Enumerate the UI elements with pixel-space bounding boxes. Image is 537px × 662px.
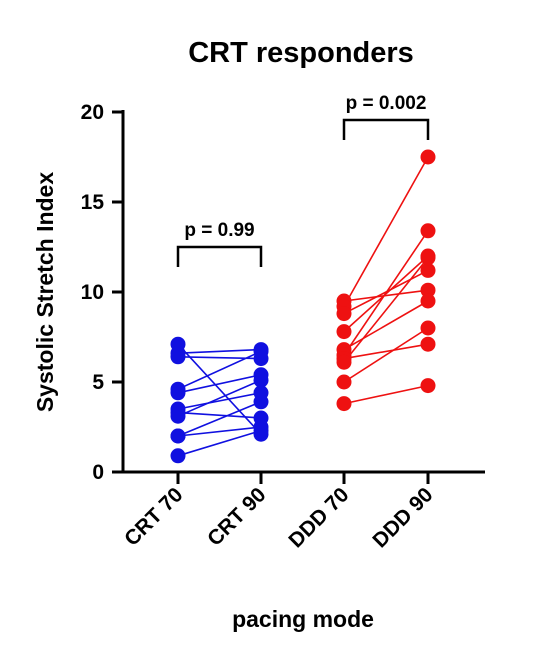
data-point (336, 354, 352, 370)
y-axis-label: Systolic Stretch Index (32, 172, 58, 413)
data-point (253, 343, 269, 359)
y-tick-label: 15 (81, 191, 105, 214)
data-point (420, 336, 436, 352)
y-tick-label: 20 (81, 101, 104, 124)
significance-bracket (342, 118, 430, 140)
data-point (420, 262, 436, 278)
x-axis-label: pacing mode (232, 606, 374, 632)
y-ticks: 0 5 10 15 20 (81, 101, 123, 484)
pair-line (343, 257, 429, 363)
data-point (420, 149, 436, 165)
pair-line (343, 156, 429, 307)
pair-line (177, 348, 262, 354)
data-series (170, 149, 436, 464)
y-tick-label: 10 (81, 281, 104, 304)
pair-line (177, 374, 262, 394)
pair-line (177, 392, 262, 410)
pair-line (343, 230, 429, 356)
data-point (170, 408, 186, 424)
data-point (336, 396, 352, 412)
y-tick-label: 0 (92, 461, 104, 484)
pair-line (177, 411, 262, 419)
significance-brackets: p = 0.99 p = 0.002 (176, 93, 430, 267)
pair-line (177, 350, 262, 390)
p-value-label: p = 0.99 (184, 220, 254, 241)
data-point (253, 372, 269, 388)
x-tick-label: CRT 70 (120, 483, 187, 550)
chart-title: CRT responders (188, 37, 414, 69)
y-tick-label: 5 (92, 371, 104, 394)
p-value-label: p = 0.002 (346, 93, 427, 114)
x-tick-label: DDD 90 (368, 483, 437, 552)
pair-line (177, 426, 262, 437)
pair-line (177, 379, 262, 417)
data-point (336, 324, 352, 340)
data-point (420, 320, 436, 336)
data-point (170, 428, 186, 444)
data-point (420, 223, 436, 239)
pair-line (177, 429, 262, 457)
significance-bracket (176, 245, 263, 267)
data-point (170, 448, 186, 464)
pair-line (343, 327, 429, 383)
x-tick-label: CRT 90 (203, 483, 270, 550)
data-point (420, 250, 436, 266)
pair-line (177, 401, 262, 437)
data-point (170, 385, 186, 401)
pair-line (343, 300, 429, 351)
pair-line (343, 289, 429, 302)
x-tick-label: DDD 70 (284, 483, 353, 552)
data-point (420, 282, 436, 298)
data-point (253, 394, 269, 410)
pair-line (343, 384, 429, 405)
data-point (420, 378, 436, 394)
data-point (170, 349, 186, 365)
data-point (336, 374, 352, 390)
data-point (336, 306, 352, 322)
data-point (253, 423, 269, 439)
pair-line (177, 343, 262, 435)
data-point (420, 293, 436, 309)
pair-line (343, 343, 429, 360)
x-ticks: CRT 70 CRT 90 DDD 70 DDD 90 (120, 473, 438, 552)
